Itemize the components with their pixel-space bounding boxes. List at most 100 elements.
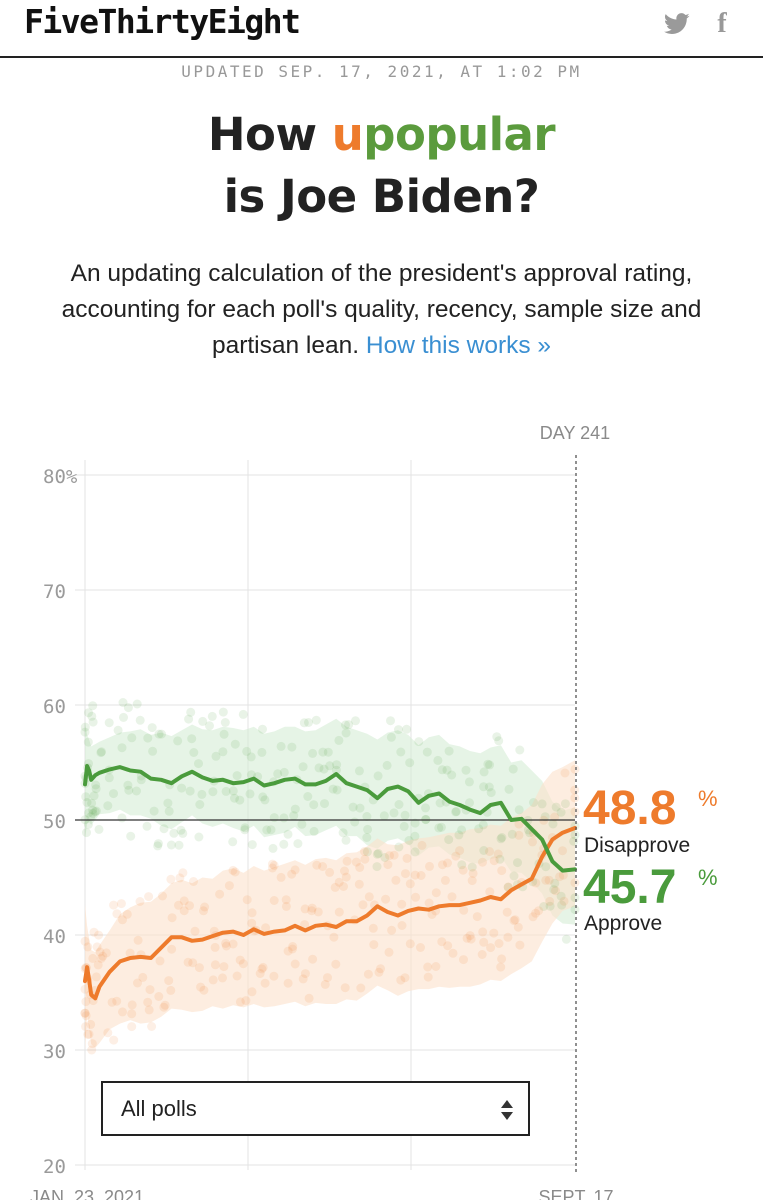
poll-dot-disapprove <box>341 872 351 882</box>
poll-dot-approve <box>118 698 128 707</box>
poll-dot-disapprove <box>268 863 277 873</box>
site-header: FiveThirtyEight f <box>0 0 763 58</box>
poll-dot-approve <box>436 822 446 832</box>
poll-dot-disapprove <box>423 972 433 982</box>
poll-dot-approve <box>451 807 461 816</box>
poll-dot-approve <box>494 736 504 746</box>
poll-dot-approve <box>178 828 188 838</box>
poll-dot-disapprove <box>334 907 344 917</box>
how-this-works-link[interactable]: How this works » <box>365 332 552 359</box>
poll-dot-approve <box>149 806 159 816</box>
poll-dot-disapprove <box>241 996 251 1006</box>
poll-dot-approve <box>197 789 207 799</box>
facebook-icon[interactable]: f <box>707 8 737 39</box>
poll-dot-disapprove <box>313 907 323 917</box>
poll-dot-disapprove <box>80 1008 90 1018</box>
poll-dot-approve <box>228 837 238 847</box>
site-logo[interactable]: FiveThirtyEight <box>24 2 301 41</box>
poll-dot-approve <box>478 820 488 830</box>
poll-dot-disapprove <box>455 846 465 856</box>
poll-dot-disapprove <box>281 895 291 905</box>
poll-dot-disapprove <box>288 944 297 954</box>
poll-dot-approve <box>260 795 270 805</box>
poll-dot-approve <box>373 848 383 858</box>
poll-dot-approve <box>207 711 217 721</box>
poll-dot-disapprove <box>200 902 210 912</box>
poll-dot-approve <box>84 708 93 718</box>
poll-dot-approve <box>218 707 228 717</box>
poll-dot-disapprove <box>300 904 310 914</box>
poll-dot-disapprove <box>84 1029 94 1039</box>
poll-filter-select[interactable]: All polls <box>101 1081 530 1136</box>
poll-dot-approve <box>303 792 313 801</box>
poll-dot-disapprove <box>269 971 279 981</box>
poll-dot-disapprove <box>405 939 415 949</box>
poll-dot-approve <box>163 798 173 808</box>
poll-dot-approve <box>341 728 351 738</box>
poll-dot-disapprove <box>479 937 489 947</box>
poll-dot-disapprove <box>401 869 410 879</box>
poll-dot-disapprove <box>235 955 245 965</box>
poll-dot-approve <box>268 843 278 853</box>
poll-dot-approve <box>230 739 240 749</box>
poll-dot-approve <box>211 751 221 761</box>
poll-dot-disapprove <box>269 896 279 905</box>
poll-dot-approve <box>372 862 382 872</box>
poll-dot-disapprove <box>159 1002 169 1012</box>
poll-dot-disapprove <box>247 987 257 997</box>
poll-dot-disapprove <box>178 868 188 878</box>
poll-dot-approve <box>88 805 98 815</box>
poll-dot-disapprove <box>107 997 117 1007</box>
disapprove-value: 48.8 <box>583 782 676 835</box>
poll-dot-approve <box>496 834 506 844</box>
poll-dot-approve <box>570 905 580 915</box>
poll-dot-disapprove <box>179 896 189 906</box>
poll-dot-approve <box>549 885 559 895</box>
poll-dot-approve <box>451 807 461 817</box>
poll-dot-approve <box>298 762 308 772</box>
poll-dot-disapprove <box>300 920 310 930</box>
poll-dot-disapprove <box>81 997 91 1007</box>
poll-dot-disapprove <box>570 807 580 817</box>
poll-dot-approve <box>153 841 163 851</box>
poll-dot-disapprove <box>560 768 570 778</box>
poll-dot-disapprove <box>307 903 317 913</box>
poll-dot-disapprove <box>283 978 293 988</box>
poll-dot-approve <box>283 829 293 839</box>
poll-dot-approve <box>394 800 404 809</box>
poll-dot-disapprove <box>325 867 335 877</box>
poll-dot-disapprove <box>94 930 104 940</box>
poll-dot-disapprove <box>368 923 378 933</box>
poll-dot-disapprove <box>514 830 524 840</box>
poll-dot-approve <box>127 733 137 743</box>
poll-dot-approve <box>444 835 454 845</box>
poll-dot-disapprove <box>101 948 111 958</box>
poll-dot-disapprove <box>541 875 551 885</box>
approve-line <box>83 764 577 873</box>
twitter-icon[interactable] <box>662 10 692 38</box>
poll-dot-disapprove <box>167 944 177 954</box>
poll-dot-approve <box>235 795 245 805</box>
poll-dot-disapprove <box>383 860 393 870</box>
poll-dot-approve <box>492 732 502 742</box>
poll-dot-disapprove <box>210 960 220 970</box>
poll-dot-disapprove <box>555 872 565 882</box>
poll-dot-disapprove <box>467 876 477 886</box>
poll-dot-approve <box>309 800 319 810</box>
poll-dot-approve <box>495 854 505 864</box>
poll-dot-approve <box>262 825 272 835</box>
poll-dot-disapprove <box>509 916 519 926</box>
dek-text: An updating calculation of the president… <box>61 260 702 359</box>
poll-dot-approve <box>297 819 307 829</box>
poll-filter-value: All polls <box>121 1096 197 1121</box>
poll-dot-disapprove <box>160 1000 170 1010</box>
poll-dot-disapprove <box>485 887 495 897</box>
poll-dot-approve <box>410 831 420 841</box>
poll-dot-disapprove <box>402 853 412 863</box>
poll-dot-disapprove <box>384 947 394 957</box>
poll-dot-approve <box>220 718 230 727</box>
poll-dot-approve <box>83 819 93 829</box>
poll-dot-disapprove <box>145 985 155 995</box>
poll-dot-disapprove <box>358 900 368 910</box>
poll-dot-approve <box>276 741 286 751</box>
